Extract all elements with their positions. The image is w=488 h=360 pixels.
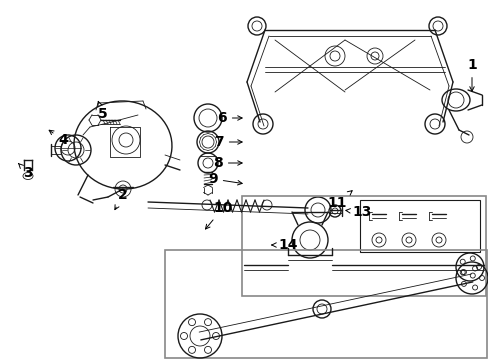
Text: 4: 4: [49, 130, 68, 147]
Text: 11: 11: [326, 191, 351, 210]
Text: 12: 12: [0, 359, 1, 360]
Bar: [164, 250, 486, 358]
Text: 6: 6: [217, 111, 242, 125]
Text: 1: 1: [466, 58, 476, 91]
Text: 7: 7: [214, 135, 242, 149]
Text: 3: 3: [19, 163, 33, 180]
Text: 14: 14: [271, 238, 297, 252]
Text: 2: 2: [115, 188, 128, 210]
Text: 5: 5: [98, 102, 108, 121]
Bar: [359, 200, 479, 252]
Text: 13: 13: [345, 205, 371, 219]
Text: 10: 10: [205, 201, 232, 229]
Text: 8: 8: [213, 156, 242, 170]
Text: 9: 9: [208, 172, 242, 186]
Bar: [242, 196, 485, 296]
